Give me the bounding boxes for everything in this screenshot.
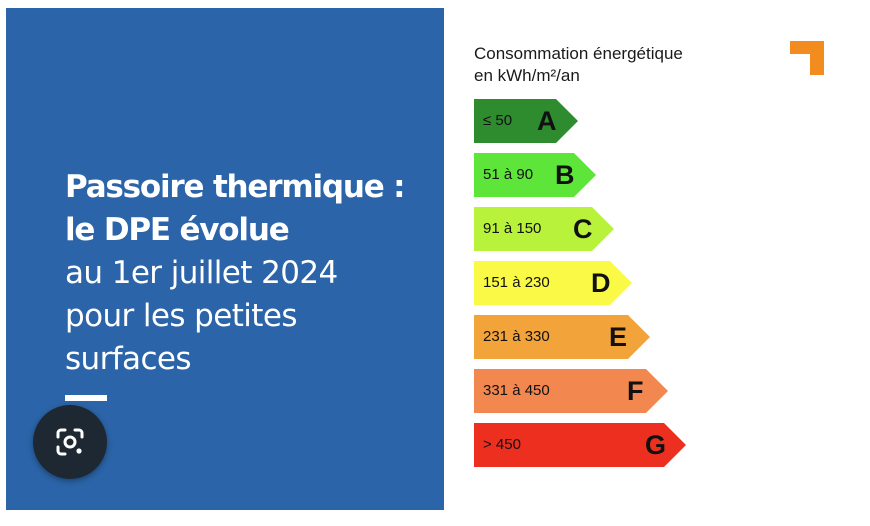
- headline-line-5: surfaces: [65, 341, 192, 377]
- legend-title: Consommation énergétique en kWh/m²/an: [474, 43, 683, 87]
- google-lens-icon: [56, 428, 84, 456]
- headline-line-2: le DPE évolue: [65, 212, 290, 248]
- energy-class-b: 51 à 90 B: [474, 153, 596, 197]
- energy-bar-shape: [474, 207, 614, 251]
- energy-label-panel: Consommation énergétique en kWh/m²/an ≤ …: [444, 8, 870, 510]
- energy-bar-shape: [474, 369, 668, 413]
- energy-class-letter: D: [591, 268, 611, 298]
- energy-class-letter: E: [609, 322, 628, 352]
- energy-class-range: 231 à 330: [483, 328, 550, 345]
- energy-class-range: 331 à 450: [483, 382, 550, 399]
- headline: Passoire thermique : le DPE évolue au 1e…: [65, 166, 435, 381]
- headline-line-4: pour les petites: [65, 298, 297, 334]
- energy-class-letter: B: [555, 160, 575, 190]
- headline-line-1: Passoire thermique :: [65, 169, 406, 205]
- energy-class-c: 91 à 150 C: [474, 207, 614, 251]
- energy-class-g: > 450 G: [474, 423, 686, 467]
- energy-class-e: 231 à 330 E: [474, 315, 650, 359]
- energy-class-range: > 450: [483, 436, 521, 453]
- energy-class-letter: F: [627, 376, 644, 406]
- energy-class-d: 151 à 230 D: [474, 261, 632, 305]
- energy-bar-shape: [474, 423, 686, 467]
- energy-class-f: 331 à 450 F: [474, 369, 668, 413]
- energy-bar-shape: [474, 261, 632, 305]
- energy-bar-shape: [474, 153, 596, 197]
- energy-class-range: 51 à 90: [483, 166, 534, 183]
- bottom-margin: [0, 510, 870, 526]
- legend-title-line-1: Consommation énergétique: [474, 44, 683, 63]
- energy-bar-shape: [474, 315, 650, 359]
- energy-class-letter: G: [645, 430, 667, 460]
- energy-class-range: 91 à 150: [483, 220, 542, 237]
- energy-class-letter: C: [573, 214, 593, 244]
- headline-underline: [65, 395, 107, 401]
- energy-class-range: 151 à 230: [483, 274, 550, 291]
- brand-logo-icon: [790, 41, 824, 75]
- legend-title-line-2: en kWh/m²/an: [474, 66, 580, 85]
- energy-class-range: ≤ 50: [483, 112, 513, 129]
- headline-line-3: au 1er juillet 2024: [65, 255, 338, 291]
- energy-class-a: ≤ 50 A: [474, 99, 578, 143]
- energy-class-letter: A: [537, 106, 557, 136]
- energy-bar-shape: [474, 99, 578, 143]
- google-lens-button[interactable]: [33, 405, 107, 479]
